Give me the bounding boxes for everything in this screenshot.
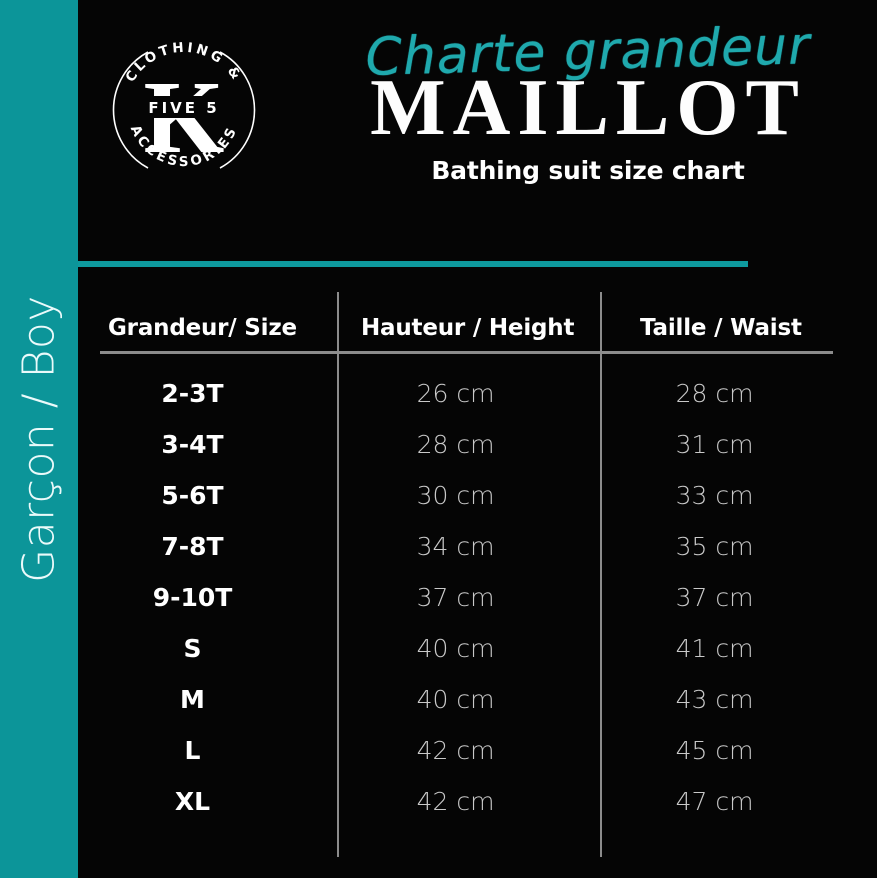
page-subtitle: Bathing suit size chart (431, 155, 745, 185)
cell-waist: 47 cm (675, 787, 754, 816)
column-divider-2 (600, 292, 602, 857)
cell-height: 37 cm (416, 583, 495, 612)
cell-height: 34 cm (416, 532, 495, 561)
brand-logo: CLOTHING & ACCESSORIES K FIVE 5 (108, 34, 260, 186)
category-sidebar: Garçon / Boy (0, 0, 78, 878)
table-row: 9-10T 37 cm 37 cm (78, 572, 877, 623)
cell-waist: 41 cm (675, 634, 754, 663)
cell-waist: 31 cm (675, 430, 754, 459)
column-divider-1 (337, 292, 339, 857)
cell-waist: 28 cm (675, 379, 754, 408)
cell-size: S (183, 634, 202, 663)
table-row: 3-4T 28 cm 31 cm (78, 419, 877, 470)
sidebar-category-label: Garçon / Boy (13, 295, 65, 583)
chart-header: CLOTHING & ACCESSORIES K FIVE 5 Charte g… (78, 0, 877, 258)
header-divider (78, 261, 748, 267)
cell-height: 42 cm (416, 736, 495, 765)
table-body: 2-3T 26 cm 28 cm 3-4T 28 cm 31 cm 5-6T 3… (78, 368, 877, 827)
script-title: Charte grandeur (364, 16, 812, 88)
cell-height: 40 cm (416, 685, 495, 714)
title-block: Charte grandeur MAILLOT Bathing suit siz… (318, 16, 858, 185)
cell-size: 9-10T (152, 583, 233, 612)
table-row: 2-3T 26 cm 28 cm (78, 368, 877, 419)
cell-size: 7-8T (161, 532, 224, 561)
cell-waist: 43 cm (675, 685, 754, 714)
table-row: XL 42 cm 47 cm (78, 776, 877, 827)
cell-waist: 45 cm (675, 736, 754, 765)
cell-size: 3-4T (161, 430, 224, 459)
cell-size: M (180, 685, 205, 714)
column-header-size: Grandeur/ Size (108, 315, 297, 341)
header-row-underline (100, 351, 833, 354)
cell-waist: 35 cm (675, 532, 754, 561)
size-table: Grandeur/ Size Hauteur / Height Taille /… (78, 280, 877, 857)
cell-height: 30 cm (416, 481, 495, 510)
table-row: 5-6T 30 cm 33 cm (78, 470, 877, 521)
cell-height: 28 cm (416, 430, 495, 459)
table-row: 7-8T 34 cm 35 cm (78, 521, 877, 572)
column-header-height: Hauteur / Height (361, 315, 575, 341)
page-title: MAILLOT (370, 64, 806, 152)
cell-size: L (184, 736, 201, 765)
column-header-waist: Taille / Waist (640, 315, 802, 341)
cell-height: 26 cm (416, 379, 495, 408)
cell-waist: 33 cm (675, 481, 754, 510)
table-row: M 40 cm 43 cm (78, 674, 877, 725)
table-row: S 40 cm 41 cm (78, 623, 877, 674)
cell-height: 40 cm (416, 634, 495, 663)
cell-size: XL (174, 787, 211, 816)
table-header-row: Grandeur/ Size Hauteur / Height Taille /… (78, 304, 877, 352)
cell-size: 2-3T (161, 379, 224, 408)
table-row: L 42 cm 45 cm (78, 725, 877, 776)
cell-height: 42 cm (416, 787, 495, 816)
cell-size: 5-6T (161, 481, 224, 510)
svg-text:FIVE 5: FIVE 5 (148, 99, 219, 117)
cell-waist: 37 cm (675, 583, 754, 612)
